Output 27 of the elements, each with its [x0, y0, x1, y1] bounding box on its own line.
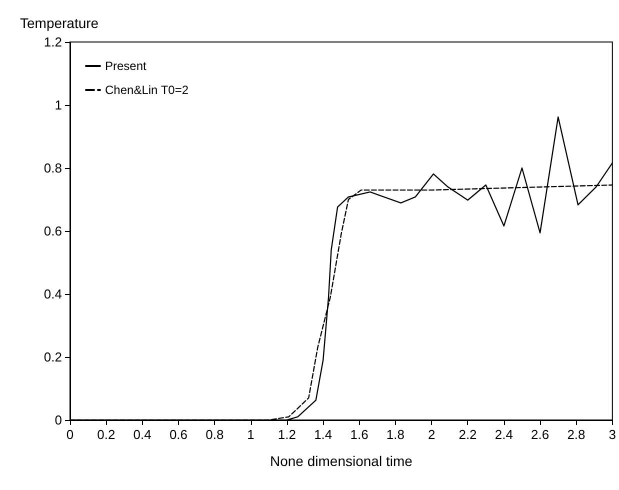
x-tick-label: 0.8 — [206, 427, 224, 442]
x-tick-label: 1 — [247, 427, 254, 442]
y-tick-label: 1 — [54, 98, 62, 112]
x-tick-label: 0.4 — [133, 427, 152, 442]
legend-label: Present — [105, 59, 148, 73]
y-tick-label: 0.4 — [44, 286, 62, 302]
y-tick-label: 0.2 — [44, 350, 62, 364]
y-tick-label: 1.2 — [44, 34, 62, 50]
legend-label: Chen&Lin T0=2 — [105, 83, 189, 97]
x-tick-label: 0.2 — [97, 427, 116, 442]
y-tick-label: 0.8 — [44, 160, 62, 176]
x-tick-label: 2.4 — [494, 427, 513, 442]
x-tick-label: 1.4 — [314, 427, 332, 442]
x-tick-label: 0.6 — [169, 427, 188, 442]
x-tick-label: 1.6 — [350, 427, 368, 442]
x-tick-label: 0 — [66, 427, 74, 442]
x-tick-label: 2.6 — [531, 427, 550, 442]
y-tick-label: 0.6 — [44, 224, 62, 238]
x-tick-label: 1.2 — [278, 427, 296, 442]
x-tick-label: 1.8 — [386, 427, 404, 442]
x-tick-label: 2.8 — [567, 427, 586, 442]
x-tick-label: 2.2 — [458, 427, 477, 442]
x-tick-label: 3 — [608, 427, 616, 442]
y-tick-label: 0 — [54, 412, 62, 428]
y-axis-title: Temperature — [20, 15, 99, 31]
x-axis-title: None dimensional time — [270, 453, 413, 469]
x-tick-label: 2 — [428, 427, 436, 442]
